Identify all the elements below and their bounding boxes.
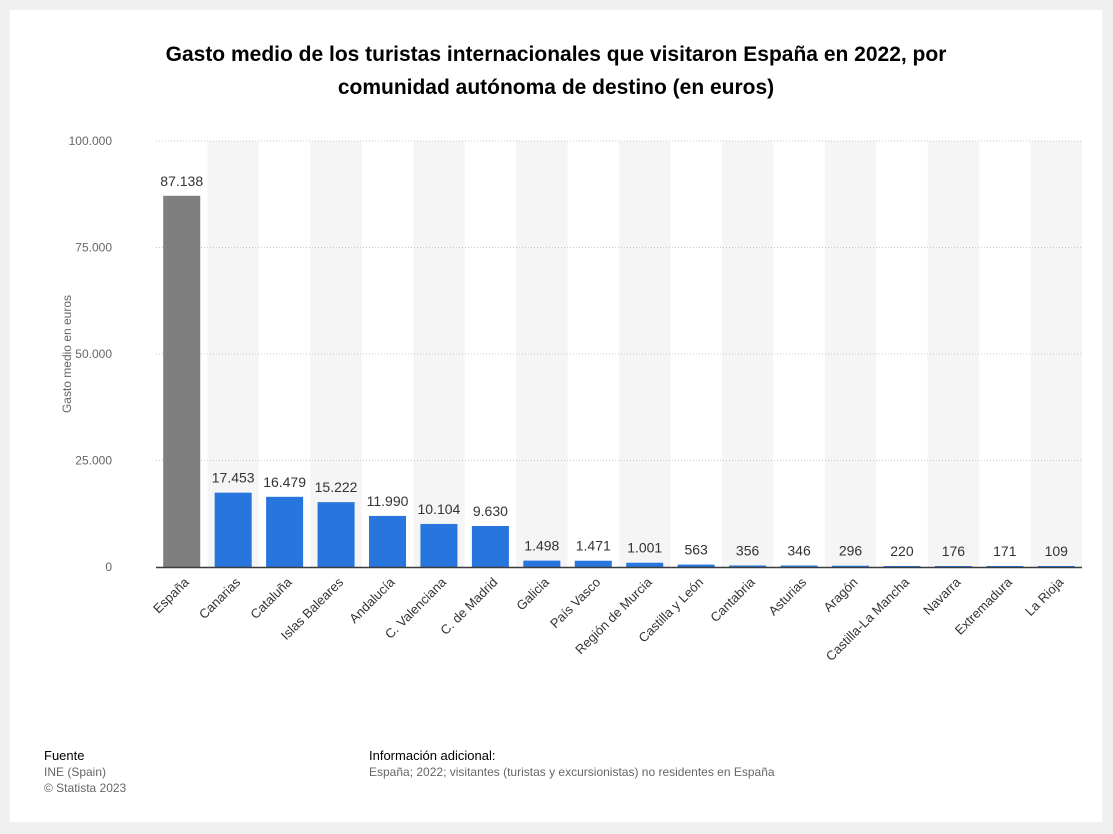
- background-band: [516, 141, 568, 567]
- bar: [677, 564, 715, 567]
- background-band: [927, 141, 980, 567]
- source-line-1: INE (Spain): [44, 765, 107, 779]
- bar-value-label: 9.630: [473, 503, 508, 519]
- info-heading: Información adicional:: [369, 748, 496, 763]
- info-block: Información adicional: España; 2022; vis…: [369, 748, 775, 780]
- bar-value-label: 1.471: [576, 538, 611, 554]
- y-tick-label: 50.000: [75, 347, 112, 361]
- chart-title: Gasto medio de los turistas internaciona…: [10, 38, 1102, 104]
- info-text: España; 2022; visitantes (turistas y exc…: [369, 765, 775, 779]
- x-tick-label: Andalucía: [346, 574, 398, 626]
- bar: [266, 496, 304, 567]
- bar: [934, 566, 972, 567]
- y-tick-label: 100.000: [69, 134, 113, 148]
- bar-value-label: 296: [839, 543, 863, 559]
- x-tick-label: Cantabria: [707, 574, 758, 625]
- bar-value-label: 16.479: [263, 474, 306, 490]
- bar-value-label: 1.498: [524, 538, 559, 554]
- bar-value-label: 87.138: [160, 173, 203, 189]
- bar: [883, 566, 921, 567]
- bar-value-label: 10.104: [418, 501, 461, 517]
- chart-card: Gasto medio de los turistas internaciona…: [10, 10, 1102, 822]
- background-band: [619, 141, 671, 567]
- bar: [214, 492, 252, 567]
- x-tick-label: Asturias: [765, 574, 809, 618]
- bar: [317, 502, 355, 567]
- bar: [471, 525, 509, 567]
- bar-chart: 0 25.000 50.000 75.000 100.000 Gasto medio en…: [60, 134, 1082, 664]
- source-line-2: © Statista 2023: [44, 781, 127, 795]
- y-tick-label: 0: [105, 560, 112, 574]
- bar: [831, 565, 870, 567]
- bar-value-label: 220: [890, 543, 914, 559]
- y-tick-label: 25.000: [75, 454, 112, 468]
- chart-title-line-2: comunidad autónoma de destino (en euros): [337, 76, 775, 99]
- x-tick-label: Canarias: [196, 574, 244, 622]
- bar: [780, 565, 818, 567]
- background-band: [824, 141, 877, 567]
- bar: [574, 560, 612, 567]
- bar-value-label: 171: [993, 543, 1017, 559]
- bar: [368, 515, 407, 567]
- bar-value-label: 356: [736, 542, 760, 558]
- x-tick-label: Galicia: [513, 574, 552, 613]
- source-heading: Fuente: [44, 748, 85, 763]
- bar-value-label: 176: [942, 543, 966, 559]
- y-axis-title: Gasto medio en euros: [60, 295, 74, 413]
- bar-value-label: 11.990: [367, 493, 409, 509]
- bar: [523, 560, 561, 567]
- bar-value-label: 346: [787, 543, 811, 559]
- x-tick-label: La Rioja: [1022, 574, 1067, 619]
- x-tick-label: Cataluña: [247, 574, 295, 622]
- bar-value-label: 109: [1045, 543, 1069, 559]
- bar: [1037, 566, 1075, 567]
- bar: [729, 565, 767, 567]
- bar: [420, 523, 458, 567]
- bar-value-label: 563: [684, 542, 708, 558]
- x-tick-label: España: [150, 574, 192, 616]
- bar-value-label: 15.222: [315, 479, 358, 495]
- bar: [986, 566, 1024, 567]
- bar: [163, 195, 201, 567]
- x-tick-label: Aragón: [820, 575, 860, 615]
- chart-title-line-1: Gasto medio de los turistas internaciona…: [165, 43, 947, 66]
- bar-value-label: 17.453: [212, 470, 255, 486]
- x-tick-label: Navarra: [920, 574, 964, 618]
- bar-value-label: 1.001: [627, 540, 662, 556]
- source-block: Fuente INE (Spain) © Statista 2023: [44, 748, 126, 796]
- bar: [626, 562, 664, 567]
- y-tick-label: 75.000: [75, 241, 112, 255]
